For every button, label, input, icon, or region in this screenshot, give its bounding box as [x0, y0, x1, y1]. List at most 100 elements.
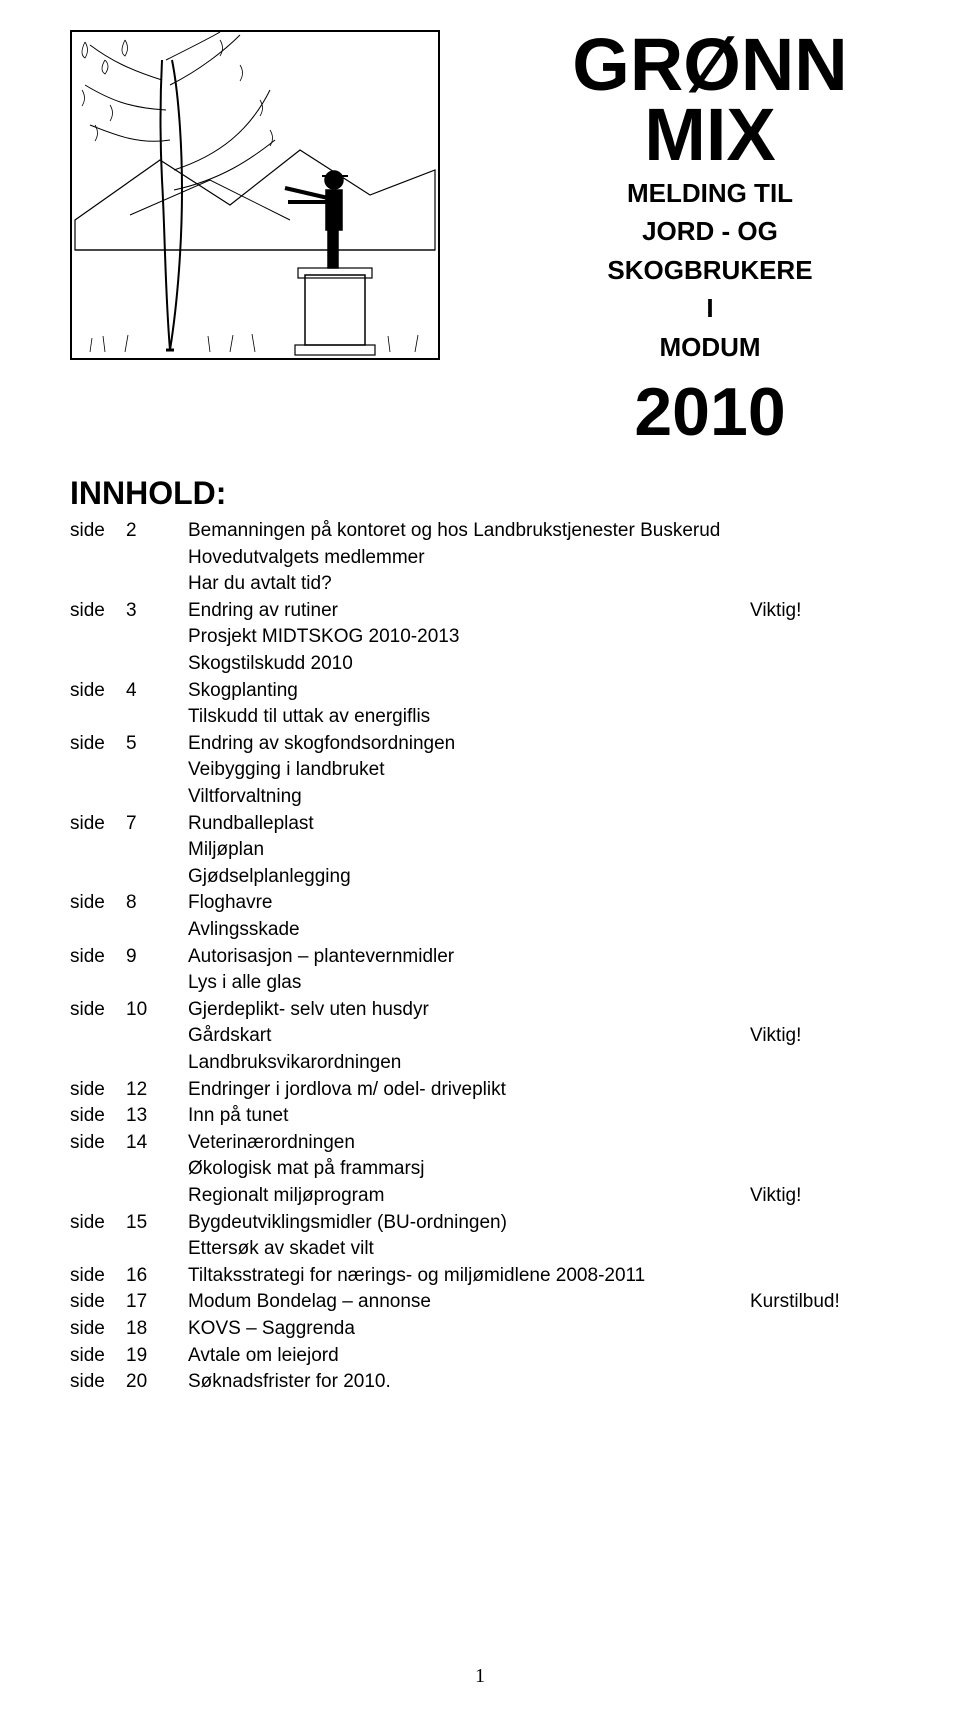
toc-row: side15Bygdeutviklingsmidler (BU-ordninge…: [70, 1210, 890, 1237]
toc-row: Prosjekt MIDTSKOG 2010-2013: [70, 624, 890, 651]
illustration: [70, 30, 440, 360]
toc-row: GårdskartViktig!: [70, 1023, 890, 1050]
toc-side-label: side: [70, 678, 126, 705]
subtitle-line1: MELDING TIL: [530, 177, 890, 210]
toc-row: side16Tiltaksstrategi for nærings- og mi…: [70, 1263, 890, 1290]
toc-row: side12Endringer i jordlova m/ odel- driv…: [70, 1077, 890, 1104]
title-block: GRØNN MIX MELDING TIL JORD - OG SKOGBRUK…: [530, 30, 890, 451]
toc-entry-text: Gårdskart: [188, 1023, 750, 1050]
toc-page-ref: 17: [126, 1289, 188, 1316]
toc-row: Miljøplan: [70, 837, 890, 864]
toc-side-label: side: [70, 598, 126, 625]
subtitle-line4: I: [530, 292, 890, 325]
toc-side-label: side: [70, 1369, 126, 1396]
toc-entry-text: Avtale om leiejord: [188, 1343, 750, 1370]
toc-entry-text: Regionalt miljøprogram: [188, 1183, 750, 1210]
toc-row: side19Avtale om leiejord: [70, 1343, 890, 1370]
toc-side-label: side: [70, 1316, 126, 1343]
page-number: 1: [0, 1665, 960, 1688]
toc-entry-text: Endring av skogfondsordningen: [188, 731, 750, 758]
toc-note: Viktig!: [750, 1023, 890, 1050]
toc-entry-text: Endringer i jordlova m/ odel- driveplikt: [188, 1077, 750, 1104]
toc-page-ref: 9: [126, 944, 188, 971]
toc-heading: INNHOLD:: [70, 475, 890, 512]
toc-page-ref: 2: [126, 518, 188, 545]
toc-entry-text: Avlingsskade: [188, 917, 750, 944]
toc-page-ref: 12: [126, 1077, 188, 1104]
toc-side-label: side: [70, 944, 126, 971]
toc-page-ref: 7: [126, 811, 188, 838]
toc-row: side4Skogplanting: [70, 678, 890, 705]
year: 2010: [530, 373, 890, 451]
toc-entry-text: Prosjekt MIDTSKOG 2010-2013: [188, 624, 750, 651]
toc-side-label: side: [70, 1077, 126, 1104]
toc-page-ref: 20: [126, 1369, 188, 1396]
toc-entry-text: Ettersøk av skadet vilt: [188, 1236, 750, 1263]
toc-entry-text: Økologisk mat på frammarsj: [188, 1156, 750, 1183]
toc-side-label: side: [70, 1289, 126, 1316]
toc-entry-text: KOVS – Saggrenda: [188, 1316, 750, 1343]
toc-entry-text: Miljøplan: [188, 837, 750, 864]
toc-side-label: side: [70, 1210, 126, 1237]
toc-page-ref: 16: [126, 1263, 188, 1290]
toc-row: Hovedutvalgets medlemmer: [70, 545, 890, 572]
toc-entry-text: Skogstilskudd 2010: [188, 651, 750, 678]
toc-row: side2Bemanningen på kontoret og hos Land…: [70, 518, 890, 545]
toc-page-ref: 4: [126, 678, 188, 705]
toc-note: Viktig!: [750, 1183, 890, 1210]
subtitle-line5: MODUM: [530, 331, 890, 364]
toc-row: Regionalt miljøprogramViktig!: [70, 1183, 890, 1210]
toc-side-label: side: [70, 811, 126, 838]
toc-side-label: side: [70, 1343, 126, 1370]
toc-row: side17Modum Bondelag – annonseKurstilbud…: [70, 1289, 890, 1316]
toc-row: Gjødselplanlegging: [70, 864, 890, 891]
toc-row: side7Rundballeplast: [70, 811, 890, 838]
subtitle-line2: JORD - OG: [530, 215, 890, 248]
toc-entry-text: Viltforvaltning: [188, 784, 750, 811]
toc-row: side18KOVS – Saggrenda: [70, 1316, 890, 1343]
toc-entry-text: Tilskudd til uttak av energiflis: [188, 704, 750, 731]
toc-entry-text: Hovedutvalgets medlemmer: [188, 545, 750, 572]
toc-page-ref: 18: [126, 1316, 188, 1343]
toc-entry-text: Gjødselplanlegging: [188, 864, 750, 891]
title-line2: MIX: [530, 100, 890, 170]
toc-page-ref: 10: [126, 997, 188, 1024]
toc-page-ref: 14: [126, 1130, 188, 1157]
toc-row: Avlingsskade: [70, 917, 890, 944]
toc-entry-text: Veibygging i landbruket: [188, 757, 750, 784]
toc-side-label: side: [70, 1130, 126, 1157]
toc-row: Viltforvaltning: [70, 784, 890, 811]
toc-entry-text: Modum Bondelag – annonse: [188, 1289, 750, 1316]
toc-entry-text: Landbruksvikarordningen: [188, 1050, 750, 1077]
title-line1: GRØNN: [530, 30, 890, 100]
header-region: GRØNN MIX MELDING TIL JORD - OG SKOGBRUK…: [70, 30, 890, 451]
toc-page-ref: 5: [126, 731, 188, 758]
toc-page-ref: 8: [126, 890, 188, 917]
toc-row: side8Floghavre: [70, 890, 890, 917]
toc-row: Veibygging i landbruket: [70, 757, 890, 784]
toc-row: side3Endring av rutinerViktig!: [70, 598, 890, 625]
toc-row: side13Inn på tunet: [70, 1103, 890, 1130]
toc-entry-text: Floghavre: [188, 890, 750, 917]
toc-entry-text: Bygdeutviklingsmidler (BU-ordningen): [188, 1210, 750, 1237]
toc-entry-text: Inn på tunet: [188, 1103, 750, 1130]
toc-row: Tilskudd til uttak av energiflis: [70, 704, 890, 731]
toc-note: Kurstilbud!: [750, 1289, 890, 1316]
toc-entry-text: Har du avtalt tid?: [188, 571, 750, 598]
toc-entry-text: Skogplanting: [188, 678, 750, 705]
table-of-contents: side 2Bemanningen på kontoret og hos Land…: [70, 518, 890, 1396]
toc-row: Skogstilskudd 2010: [70, 651, 890, 678]
toc-row: Lys i alle glas: [70, 970, 890, 997]
toc-row: side9Autorisasjon – plantevernmidler: [70, 944, 890, 971]
toc-row: side5Endring av skogfondsordningen: [70, 731, 890, 758]
toc-note: Viktig!: [750, 598, 890, 625]
toc-page-ref: 15: [126, 1210, 188, 1237]
toc-row: side20Søknadsfrister for 2010.: [70, 1369, 890, 1396]
toc-row: Ettersøk av skadet vilt: [70, 1236, 890, 1263]
toc-entry-text: Veterinærordningen: [188, 1130, 750, 1157]
toc-row: side10Gjerdeplikt- selv uten husdyr: [70, 997, 890, 1024]
toc-entry-text: Endring av rutiner: [188, 598, 750, 625]
toc-row: Landbruksvikarordningen: [70, 1050, 890, 1077]
toc-row: side14Veterinærordningen: [70, 1130, 890, 1157]
toc-entry-text: Bemanningen på kontoret og hos Landbruks…: [188, 518, 750, 545]
